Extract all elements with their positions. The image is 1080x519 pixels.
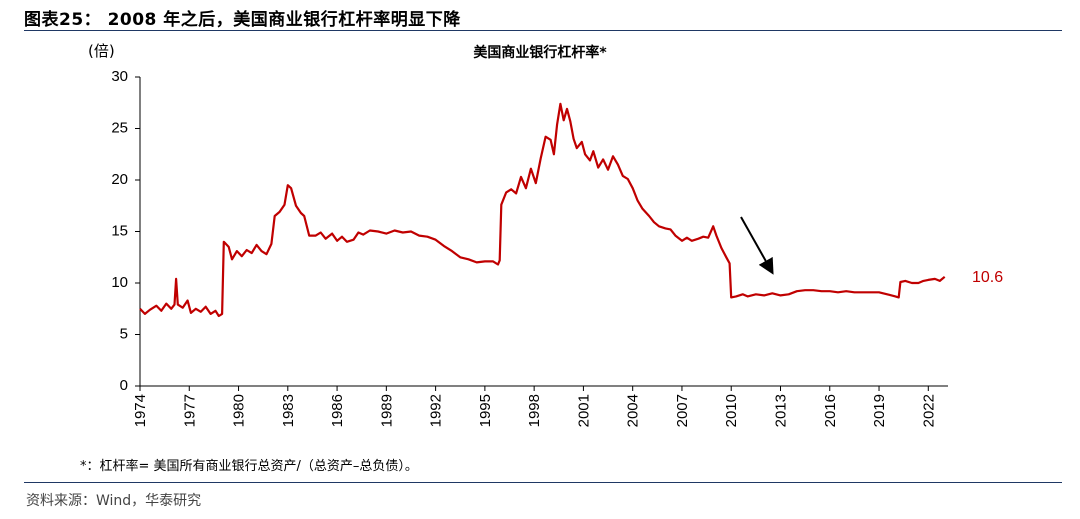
y-tick-label: 30 xyxy=(111,68,128,85)
y-tick-label: 5 xyxy=(120,325,128,342)
chart-title: 美国商业银行杠杆率* xyxy=(473,45,607,61)
footnote: *：杠杆率= 美国所有商业银行总资产/（总资产–总负债）。 xyxy=(80,459,418,474)
down-arrow-icon xyxy=(740,216,774,275)
x-tick-label: 1977 xyxy=(181,394,198,427)
x-tick-label: 1986 xyxy=(329,394,346,427)
x-tick-label: 2010 xyxy=(723,394,740,427)
x-tick-label: 1974 xyxy=(132,394,149,427)
annotation-layer: 10.6 xyxy=(740,216,1003,286)
chart-axes xyxy=(139,77,948,387)
x-tick-label: 2001 xyxy=(575,394,592,427)
figure-title: 图表25： 2008 年之后，美国商业银行杠杆率明显下降 xyxy=(24,10,461,30)
series-layer xyxy=(139,102,946,318)
x-tick-label: 1998 xyxy=(526,394,543,427)
x-axis-ticks: 1974 1977 1980 1983 1986 1989 1992 1995 1998 2001… xyxy=(132,386,937,427)
top-rule xyxy=(24,30,1062,31)
y-unit-label: (倍) xyxy=(88,42,115,60)
leverage-ratio-line xyxy=(139,102,946,318)
y-axis-ticks: 0 5 10 15 20 25 30 xyxy=(111,68,140,394)
x-tick-label: 2007 xyxy=(674,394,691,427)
y-tick-label: 20 xyxy=(111,171,128,188)
bottom-rule xyxy=(24,482,1062,483)
x-tick-label: 2016 xyxy=(822,394,839,427)
x-tick-label: 2013 xyxy=(772,394,789,427)
x-tick-label: 2019 xyxy=(871,394,888,427)
y-tick-label: 15 xyxy=(111,222,128,239)
y-tick-label: 10 xyxy=(111,274,128,291)
y-tick-label: 0 xyxy=(120,377,128,394)
x-tick-label: 1980 xyxy=(231,394,248,427)
x-tick-label: 1983 xyxy=(280,394,297,427)
x-tick-label: 1992 xyxy=(428,394,445,427)
x-tick-label: 2022 xyxy=(920,394,937,427)
x-tick-label: 2004 xyxy=(625,394,642,427)
x-tick-label: 1989 xyxy=(378,394,395,427)
y-tick-label: 25 xyxy=(111,119,128,136)
x-tick-label: 1995 xyxy=(477,394,494,427)
source-note: 资料来源：Wind，华泰研究 xyxy=(26,493,202,509)
end-value-label: 10.6 xyxy=(972,269,1003,286)
